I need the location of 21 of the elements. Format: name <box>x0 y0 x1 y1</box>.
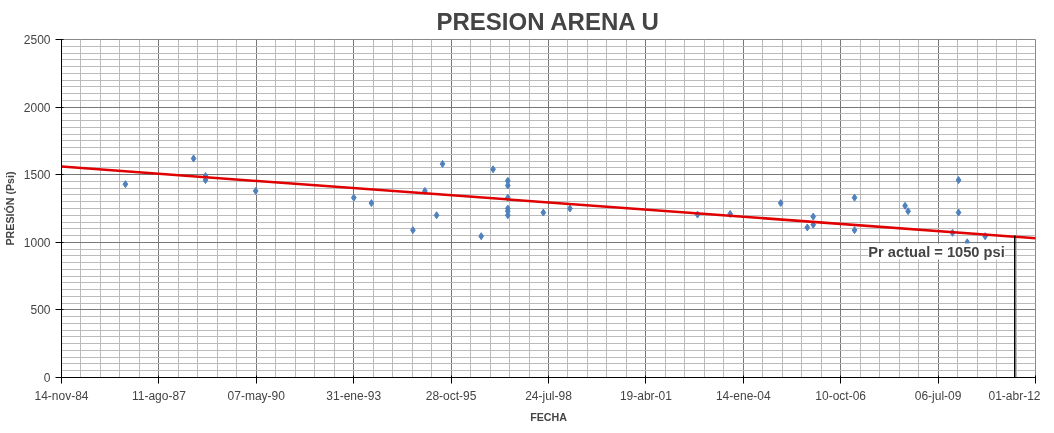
x-tick-label: 14-nov-84 <box>34 388 89 403</box>
x-tick-label: 28-oct-95 <box>425 388 477 403</box>
x-tick-label: 10-oct-06 <box>815 388 867 403</box>
y-tick-label: 1500 <box>23 168 51 183</box>
x-axis-title: FECHA <box>530 410 568 423</box>
y-tick-label: 0 <box>43 371 51 385</box>
x-tick-label: 24-jul-98 <box>525 388 573 403</box>
y-tick-label: 500 <box>30 303 51 318</box>
y-tick-label: 2500 <box>23 33 51 47</box>
x-tick-label: 06-jul-09 <box>914 388 962 403</box>
x-tick-label: 19-abr-01 <box>619 388 673 403</box>
y-tick-label: 2000 <box>23 100 51 115</box>
x-tick-label: 14-ene-04 <box>715 388 771 403</box>
x-tick-label: 11-ago-87 <box>131 388 187 403</box>
x-tick-label: 07-may-90 <box>227 388 286 403</box>
y-tick-label: 1000 <box>23 235 51 250</box>
annotation: Pr actual = 1050 psi <box>868 243 1005 260</box>
x-tick-label: 31-ene-93 <box>326 388 382 403</box>
x-tick-label: 01-abr-12 <box>988 388 1041 403</box>
y-axis-title: PRESIÓN (Psi) <box>3 171 16 246</box>
chart-title: PRESION ARENA U <box>436 7 659 35</box>
